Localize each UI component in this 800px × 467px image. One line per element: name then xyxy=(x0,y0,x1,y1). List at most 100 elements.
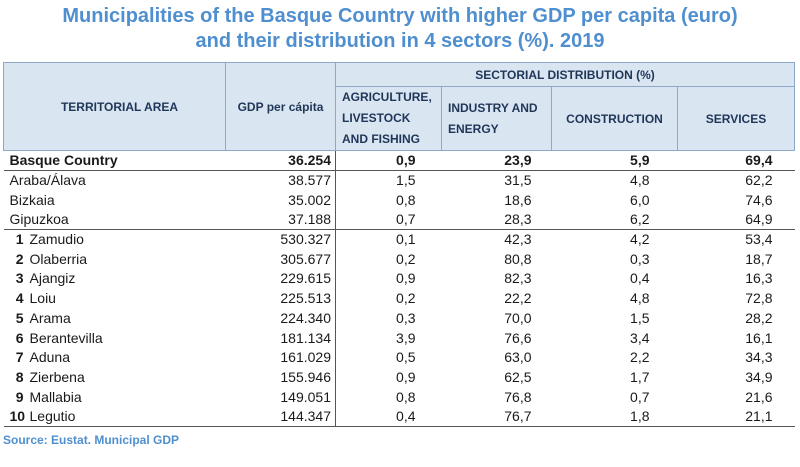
cell-construction: 5,9 xyxy=(551,150,678,171)
cell-agriculture: 0,8 xyxy=(396,388,416,405)
cell-industry: 76,8 xyxy=(504,388,532,405)
cell-municipality-name: Legutio xyxy=(29,408,76,425)
header-agriculture: AGRICULTURE, LIVESTOCK AND FISHING xyxy=(335,86,442,151)
cell-services: 53,4 xyxy=(745,231,773,248)
cell-gdp: 144.347 xyxy=(225,406,336,427)
cell-gdp: 37.188 xyxy=(225,209,336,230)
cell-industry: 28,3 xyxy=(441,209,552,230)
table-row-municipality: 9 Mallabia 149.051 0,8 76,8 0,7 21,6 xyxy=(4,386,795,407)
table-row-basque-country: Basque Country 36.254 0,9 23,9 5,9 69,4 xyxy=(3,150,795,171)
cell-agriculture: 0,9 xyxy=(396,270,416,287)
cell-agriculture: 1,5 xyxy=(396,172,416,189)
cell-area: 2 Olaberria xyxy=(4,249,226,269)
cell-municipality-name: Loiu xyxy=(29,290,56,307)
title-line-1: Municipalities of the Basque Country wit… xyxy=(62,5,738,27)
source-note: Source: Eustat. Municipal GDP xyxy=(3,433,180,447)
cell-gdp: 530.327 xyxy=(225,229,336,249)
cell-agriculture: 0,9 xyxy=(335,150,442,171)
table-row-municipality: 3 Ajangiz 229.615 0,9 82,3 0,4 16,3 xyxy=(4,268,795,289)
cell-rank: 2 xyxy=(15,250,24,267)
cell-area: Bizkaia xyxy=(9,191,55,208)
cell-services: 34,9 xyxy=(745,368,773,385)
cell-services: 64,9 xyxy=(677,209,795,230)
cell-rank: 9 xyxy=(15,388,24,405)
table-row-municipality: 2 Olaberria 305.677 0,2 80,8 0,3 18,7 xyxy=(4,248,795,269)
cell-rank: 7 xyxy=(15,349,24,366)
header-sectorial-distribution: SECTORIAL DISTRIBUTION (%) xyxy=(335,62,795,87)
cell-gdp: 35.002 xyxy=(225,189,336,210)
cell-industry: 76,7 xyxy=(441,406,552,427)
cell-rank: 10 xyxy=(9,408,26,425)
cell-construction: 2,2 xyxy=(630,349,650,366)
table-row-municipality: 1 Zamudio 530.327 0,1 42,3 4,2 53,4 xyxy=(4,229,795,249)
table-row-municipality: 4 Loiu 225.513 0,2 22,2 4,8 72,8 xyxy=(4,288,795,308)
cell-industry: 42,3 xyxy=(504,231,532,248)
cell-gdp: 149.051 xyxy=(225,386,336,407)
header-industry: INDUSTRY AND ENERGY xyxy=(441,86,552,151)
cell-rank: 6 xyxy=(15,329,24,346)
cell-industry: 62,5 xyxy=(504,368,532,385)
header-industry-line-1: INDUSTRY AND xyxy=(448,100,538,115)
table-row-municipality: 5 Arama 224.340 0,3 70,0 1,5 28,2 xyxy=(4,308,795,328)
cell-industry: 70,0 xyxy=(504,309,532,326)
cell-industry: 82,3 xyxy=(504,270,532,287)
cell-rank: 8 xyxy=(15,368,24,385)
cell-construction: 1,5 xyxy=(630,309,650,326)
title-line-2: and their distribution in 4 sectors (%).… xyxy=(195,30,605,52)
cell-services: 21,6 xyxy=(745,388,773,405)
cell-municipality-name: Ajangiz xyxy=(29,270,76,287)
cell-area: 3 Ajangiz xyxy=(4,269,226,289)
cell-rank: 4 xyxy=(15,290,24,307)
cell-industry: 63,0 xyxy=(504,349,532,366)
table-row-region: Gipuzkoa 37.188 0,7 28,3 6,2 64,9 xyxy=(3,209,795,230)
table-body: Basque Country 36.254 0,9 23,9 5,9 69,4 … xyxy=(3,150,795,427)
cell-services: 74,6 xyxy=(745,191,773,208)
cell-services: 34,3 xyxy=(745,349,773,366)
cell-agriculture: 0,3 xyxy=(396,309,416,326)
cell-construction: 0,4 xyxy=(630,270,650,287)
header-agriculture-line-2: LIVESTOCK xyxy=(342,111,411,125)
cell-construction: 4,8 xyxy=(630,172,650,189)
cell-industry: 31,5 xyxy=(504,172,532,189)
cell-gdp: 36.254 xyxy=(225,150,336,171)
header-gdp-per-capita: GDP per cápita xyxy=(225,62,336,151)
cell-area: 1 Zamudio xyxy=(4,229,226,249)
table-row-municipality: 10 Legutio 144.347 0,4 76,7 1,8 21,1 xyxy=(3,406,795,427)
cell-services: 18,7 xyxy=(745,250,773,267)
cell-municipality-name: Olaberria xyxy=(29,250,88,267)
page-title: Municipalities of the Basque Country wit… xyxy=(0,4,800,54)
cell-agriculture: 0,5 xyxy=(396,349,416,366)
cell-area: Basque Country xyxy=(3,150,226,171)
cell-area: 4 Loiu xyxy=(4,288,226,308)
cell-area: Araba/Álava xyxy=(9,172,86,189)
table-header: TERRITORIAL AREA GDP per cápita SECTORIA… xyxy=(3,62,795,151)
cell-area: 6 Berantevilla xyxy=(4,328,226,348)
cell-industry: 80,8 xyxy=(504,250,532,267)
cell-industry: 23,9 xyxy=(441,150,552,171)
cell-rank: 5 xyxy=(15,309,24,326)
cell-area: 7 Aduna xyxy=(4,347,226,367)
cell-industry: 22,2 xyxy=(504,290,532,307)
cell-construction: 6,0 xyxy=(630,191,650,208)
cell-agriculture: 0,9 xyxy=(396,368,416,385)
header-services: SERVICES xyxy=(677,86,795,151)
cell-agriculture: 0,7 xyxy=(335,209,442,230)
cell-area: Gipuzkoa xyxy=(3,209,226,230)
cell-construction: 0,3 xyxy=(630,250,650,267)
header-agriculture-line-3: AND FISHING xyxy=(342,132,420,146)
cell-rank: 1 xyxy=(15,231,24,248)
cell-municipality-name: Aduna xyxy=(29,349,70,366)
cell-services: 28,2 xyxy=(745,309,773,326)
cell-agriculture: 0,8 xyxy=(396,191,416,208)
cell-area: 9 Mallabia xyxy=(4,387,226,407)
table-row-region: Araba/Álava 38.577 1,5 31,5 4,8 62,2 xyxy=(4,170,795,190)
cell-agriculture: 0,2 xyxy=(396,250,416,267)
cell-construction: 4,8 xyxy=(630,290,650,307)
header-territorial-area: TERRITORIAL AREA xyxy=(3,62,226,151)
cell-construction: 1,8 xyxy=(551,406,678,427)
cell-construction: 0,7 xyxy=(630,388,650,405)
cell-construction: 6,2 xyxy=(551,209,678,230)
cell-municipality-name: Zamudio xyxy=(29,231,84,248)
cell-services: 21,1 xyxy=(677,406,795,427)
cell-industry: 18,6 xyxy=(504,191,532,208)
